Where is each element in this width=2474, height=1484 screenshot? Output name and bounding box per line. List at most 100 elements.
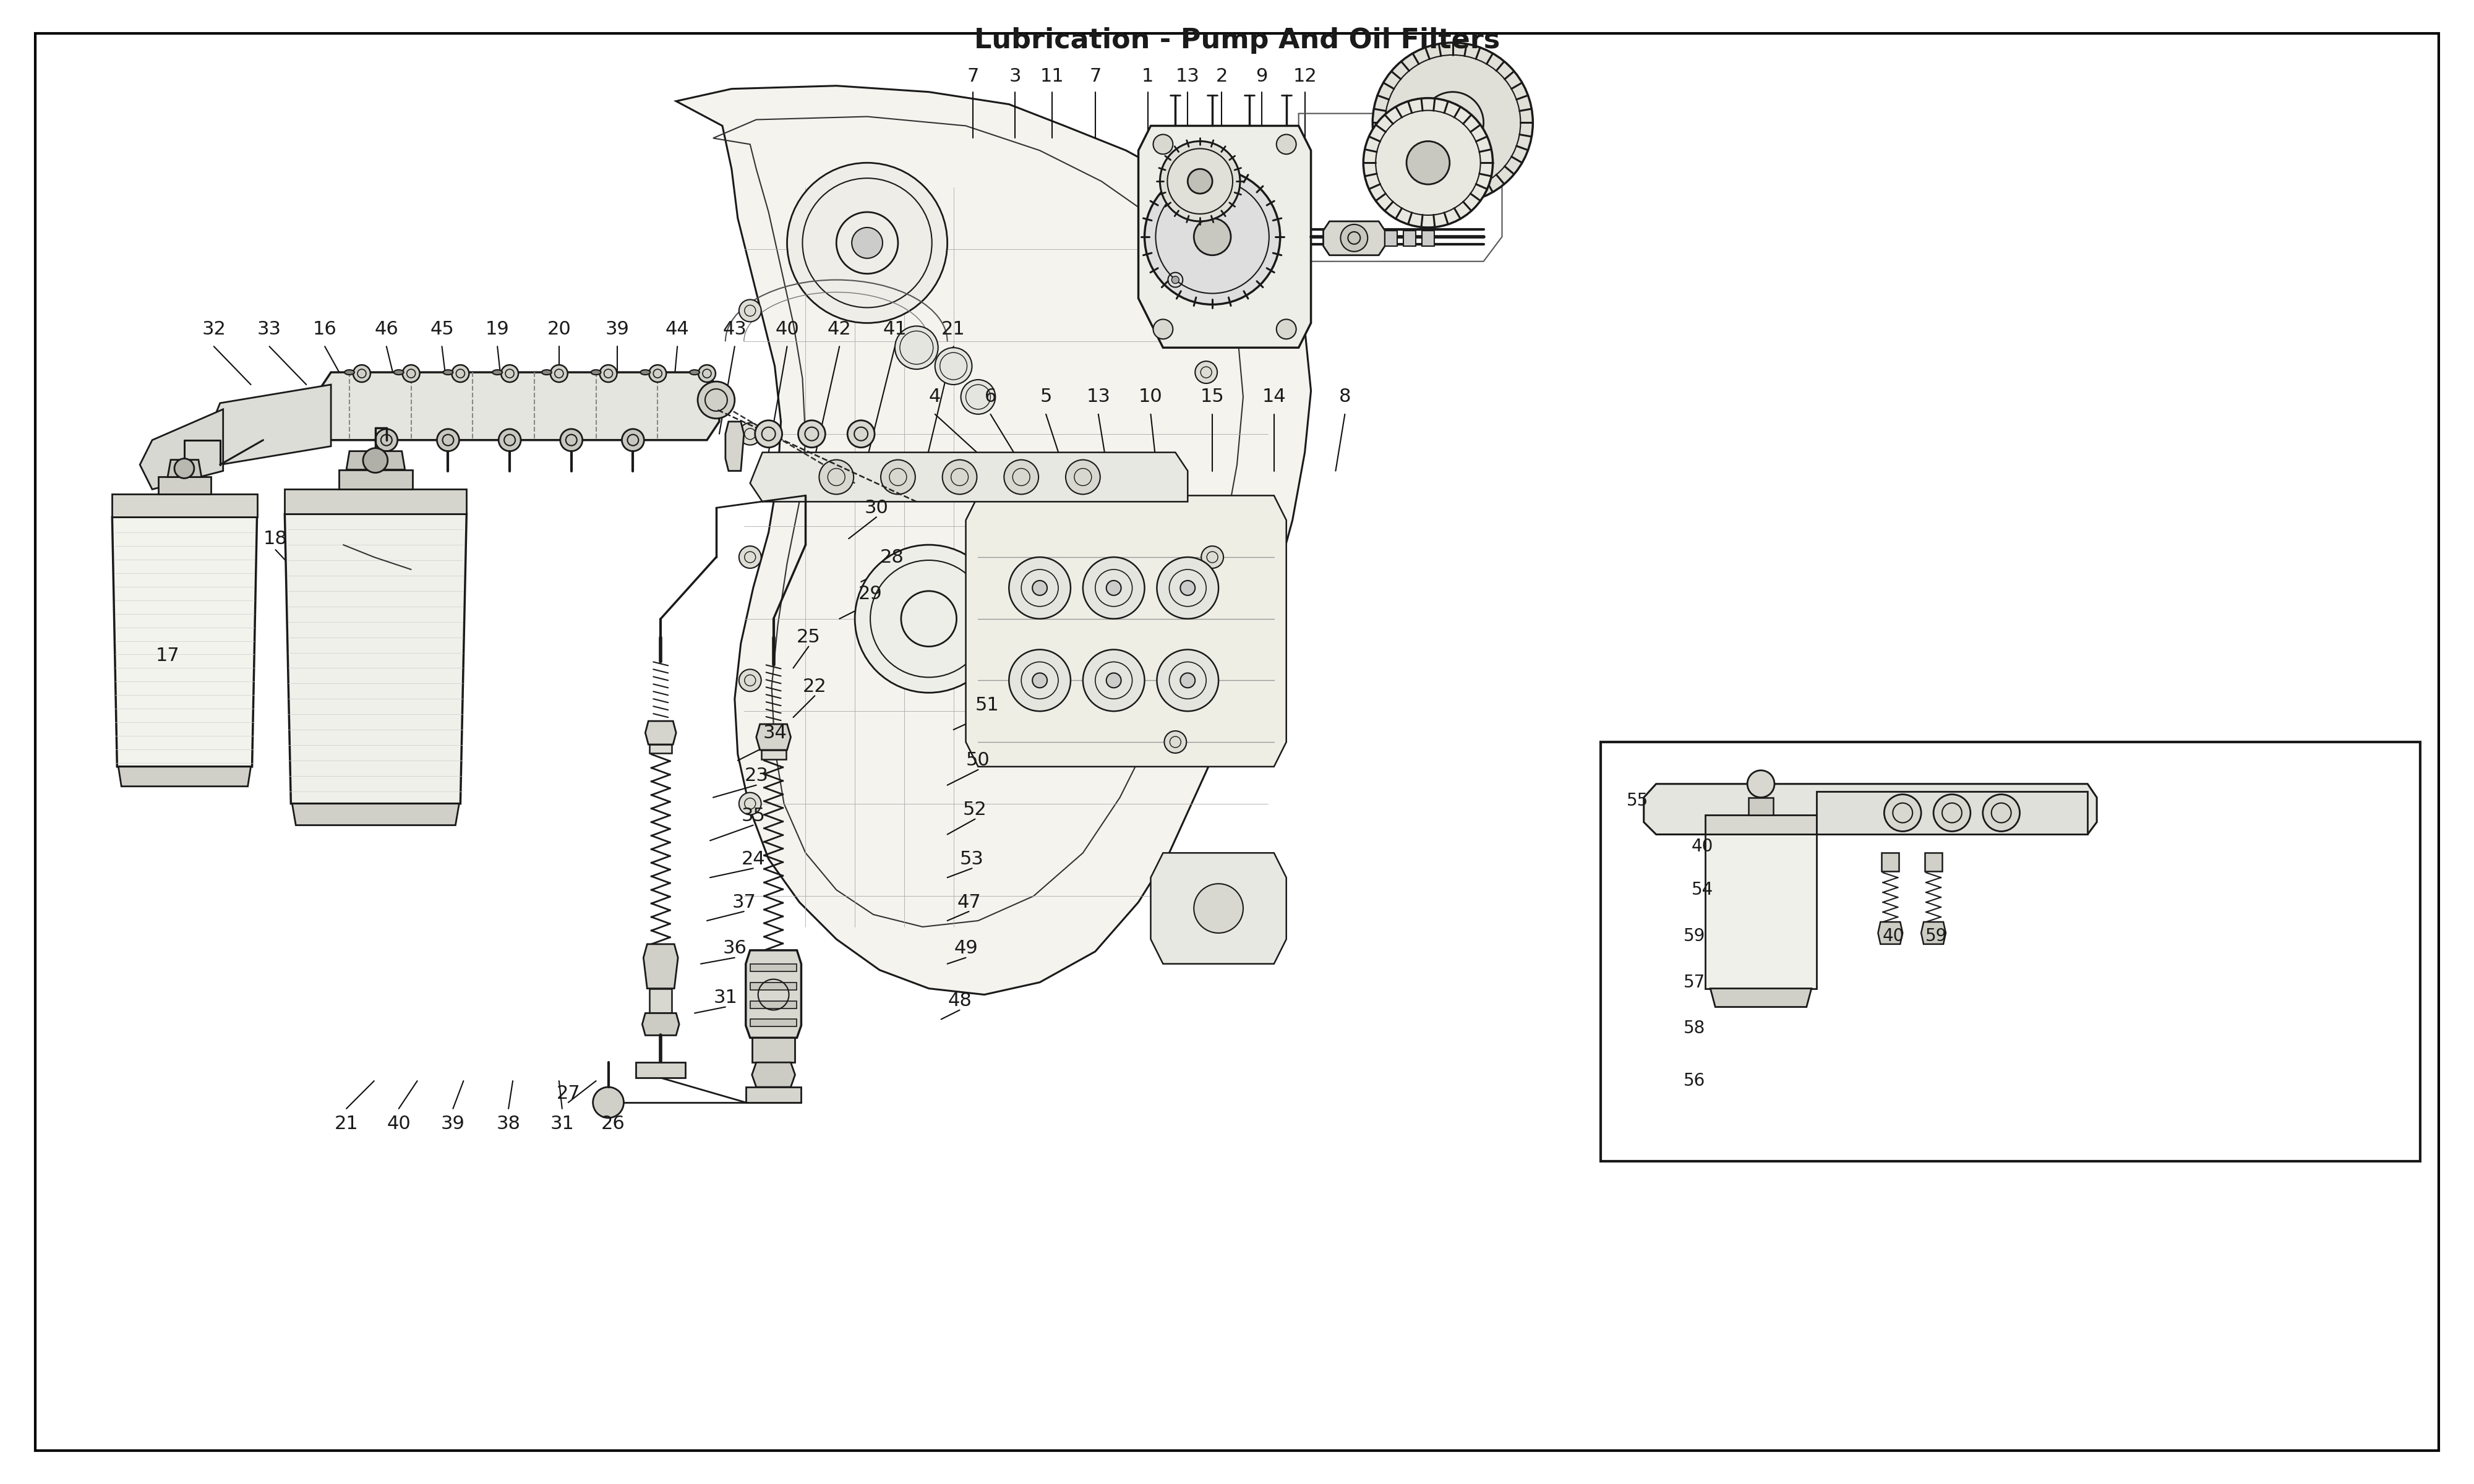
Polygon shape	[750, 453, 1188, 502]
Polygon shape	[646, 721, 675, 745]
Text: 9: 9	[1257, 68, 1267, 86]
Circle shape	[1180, 672, 1195, 687]
Ellipse shape	[591, 370, 601, 375]
Polygon shape	[339, 469, 413, 490]
Ellipse shape	[641, 370, 651, 375]
Circle shape	[621, 429, 643, 451]
Polygon shape	[346, 451, 406, 469]
Polygon shape	[643, 1014, 680, 1036]
Text: 40: 40	[1692, 838, 1714, 855]
Circle shape	[856, 545, 1002, 693]
Text: 31: 31	[713, 988, 737, 1006]
Text: 32: 32	[203, 321, 225, 338]
Circle shape	[1165, 732, 1188, 752]
Circle shape	[881, 460, 915, 494]
Circle shape	[364, 448, 388, 473]
Text: 56: 56	[1682, 1073, 1705, 1089]
Circle shape	[1009, 556, 1071, 619]
Polygon shape	[1816, 791, 2088, 834]
Polygon shape	[762, 749, 787, 760]
Circle shape	[1160, 141, 1239, 221]
Circle shape	[1188, 169, 1212, 193]
Text: 44: 44	[666, 321, 690, 338]
Polygon shape	[1922, 922, 1947, 944]
Polygon shape	[752, 1037, 794, 1063]
Text: 24: 24	[742, 850, 764, 868]
Text: 15: 15	[1200, 387, 1225, 407]
Text: 16: 16	[312, 321, 336, 338]
Circle shape	[1202, 546, 1225, 568]
Text: 26: 26	[601, 1114, 626, 1132]
Text: 37: 37	[732, 893, 757, 911]
Circle shape	[1341, 224, 1368, 251]
Text: 48: 48	[948, 991, 972, 1009]
Text: 54: 54	[1692, 881, 1714, 898]
Circle shape	[1009, 650, 1071, 711]
Polygon shape	[750, 1000, 797, 1008]
Text: 8: 8	[1338, 387, 1351, 407]
Text: 11: 11	[1039, 68, 1064, 86]
Circle shape	[1935, 794, 1969, 831]
Polygon shape	[1878, 922, 1903, 944]
Circle shape	[1195, 884, 1242, 933]
Text: 58: 58	[1682, 1020, 1705, 1037]
Text: 39: 39	[440, 1114, 465, 1132]
Ellipse shape	[492, 370, 502, 375]
Circle shape	[1195, 218, 1232, 255]
Circle shape	[1084, 650, 1145, 711]
Circle shape	[740, 669, 762, 692]
Polygon shape	[965, 496, 1286, 767]
Circle shape	[740, 300, 762, 322]
Circle shape	[1106, 580, 1121, 595]
Circle shape	[799, 420, 826, 448]
Text: 21: 21	[943, 321, 965, 338]
Circle shape	[896, 326, 938, 370]
Polygon shape	[1705, 834, 1816, 988]
Polygon shape	[745, 1088, 802, 1103]
Text: 40: 40	[1883, 927, 1905, 945]
Text: 29: 29	[858, 585, 883, 603]
Polygon shape	[1423, 230, 1435, 246]
Circle shape	[1032, 672, 1047, 687]
Polygon shape	[111, 516, 257, 767]
Polygon shape	[1324, 221, 1385, 255]
Text: 6: 6	[985, 387, 997, 407]
Polygon shape	[1749, 797, 1774, 815]
Text: 2: 2	[1215, 68, 1227, 86]
Circle shape	[1982, 794, 2019, 831]
Text: 55: 55	[1628, 792, 1648, 809]
Text: 43: 43	[722, 321, 747, 338]
Text: 3: 3	[1009, 68, 1022, 86]
Circle shape	[740, 792, 762, 815]
Text: 17: 17	[156, 647, 181, 665]
Text: 13: 13	[1175, 68, 1200, 86]
Ellipse shape	[393, 370, 403, 375]
Text: 18: 18	[262, 530, 287, 548]
Text: 30: 30	[863, 499, 888, 516]
Text: 25: 25	[797, 628, 821, 646]
Circle shape	[1084, 556, 1145, 619]
Text: 57: 57	[1682, 974, 1705, 991]
Polygon shape	[319, 372, 720, 441]
Circle shape	[698, 365, 715, 383]
Polygon shape	[745, 950, 802, 1037]
Text: Lubrication - Pump And Oil Filters: Lubrication - Pump And Oil Filters	[975, 28, 1499, 53]
Text: 41: 41	[883, 321, 908, 338]
Polygon shape	[292, 804, 460, 825]
Circle shape	[943, 460, 977, 494]
Text: 1: 1	[1141, 68, 1153, 86]
Text: 39: 39	[606, 321, 628, 338]
Polygon shape	[1150, 853, 1286, 963]
Circle shape	[960, 380, 995, 414]
Polygon shape	[651, 745, 673, 752]
Polygon shape	[1138, 126, 1311, 347]
Polygon shape	[168, 460, 200, 476]
Polygon shape	[141, 410, 223, 490]
Text: 45: 45	[430, 321, 453, 338]
Text: 49: 49	[955, 939, 977, 957]
Circle shape	[502, 365, 520, 383]
Circle shape	[1004, 460, 1039, 494]
Text: 23: 23	[745, 767, 769, 785]
Polygon shape	[208, 384, 332, 464]
Text: 51: 51	[975, 696, 999, 714]
